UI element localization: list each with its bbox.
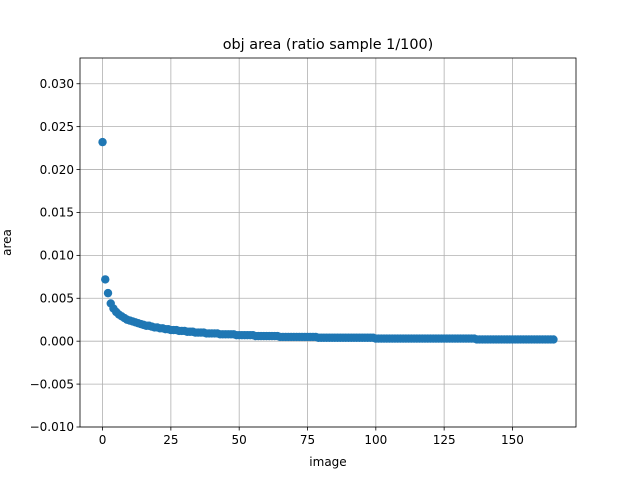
plot-frame bbox=[79, 57, 577, 428]
y-axis-ticks: −0.010 −0.005 0.000 0.005 0.010 0.015 0.020 0.0… bbox=[30, 77, 80, 434]
data-points bbox=[98, 137, 558, 344]
y-tick-label: 0.020 bbox=[40, 163, 74, 177]
x-tick-label: 150 bbox=[501, 433, 524, 447]
y-tick-label: 0.030 bbox=[40, 77, 74, 91]
scatter-point bbox=[98, 137, 107, 147]
y-tick-label: 0.015 bbox=[40, 206, 74, 220]
y-tick-label: 0.005 bbox=[40, 291, 74, 305]
x-tick-label: 0 bbox=[99, 433, 107, 447]
y-tick-label: 0.010 bbox=[40, 249, 74, 263]
y-axis-label: area bbox=[0, 229, 14, 256]
x-axis-ticks: 0 25 50 75 100 125 150 bbox=[99, 427, 524, 447]
y-tick-label: 0.025 bbox=[40, 120, 74, 134]
scatter-point bbox=[549, 335, 558, 344]
x-tick-label: 25 bbox=[163, 433, 178, 447]
y-tick-label: −0.005 bbox=[30, 377, 74, 391]
scatter-point bbox=[101, 275, 110, 284]
x-tick-label: 75 bbox=[300, 433, 315, 447]
scatter-point bbox=[103, 288, 113, 298]
chart-title: obj area (ratio sample 1/100) bbox=[223, 37, 434, 53]
y-tick-label: 0.000 bbox=[40, 334, 74, 348]
x-tick-label: 100 bbox=[364, 433, 387, 447]
y-tick-label: −0.010 bbox=[30, 420, 74, 434]
x-axis-label: image bbox=[309, 455, 346, 469]
grid-lines bbox=[80, 58, 576, 428]
x-tick-label: 50 bbox=[232, 433, 247, 447]
x-tick-label: 125 bbox=[433, 433, 456, 447]
